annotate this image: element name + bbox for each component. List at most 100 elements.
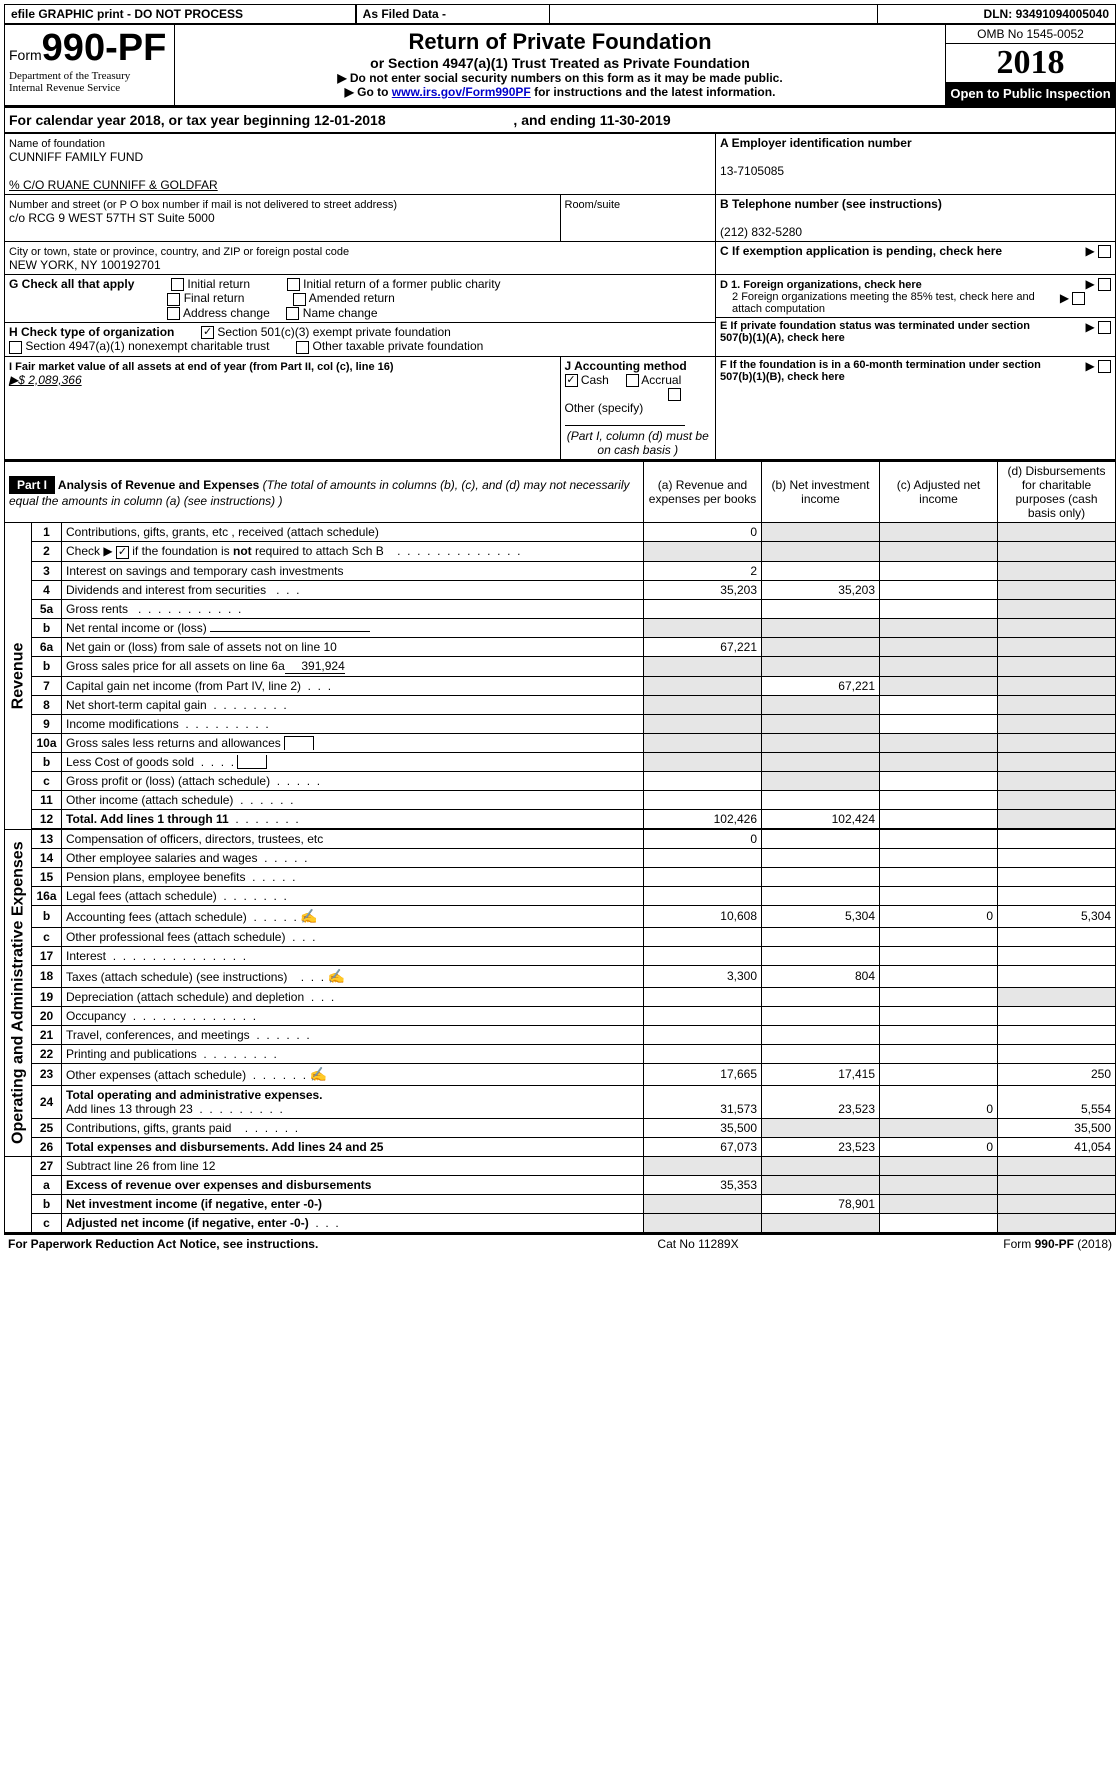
page-footer: For Paperwork Reduction Act Notice, see … bbox=[4, 1233, 1116, 1253]
col-d-header: (d) Disbursements for charitable purpose… bbox=[998, 461, 1116, 523]
row26-c: 0 bbox=[880, 1137, 998, 1156]
row20-desc: Occupancy . . . . . . . . . . . . . bbox=[62, 1006, 644, 1025]
row11-num: 11 bbox=[32, 790, 62, 809]
row12-b: 102,424 bbox=[762, 809, 880, 828]
amended-checkbox[interactable] bbox=[293, 293, 306, 306]
dln-value: 93491094005040 bbox=[1016, 7, 1109, 21]
cash-checkbox[interactable]: ✓ bbox=[565, 374, 578, 387]
row12-a: 102,426 bbox=[644, 809, 762, 828]
form-label: Form bbox=[9, 47, 42, 63]
cal-text2: , and ending bbox=[513, 112, 599, 128]
opt-501c3: Section 501(c)(3) exempt private foundat… bbox=[217, 325, 450, 339]
attach-icon[interactable]: ✍ bbox=[309, 1066, 326, 1082]
row10c-num: c bbox=[32, 771, 62, 790]
top-bar: efile GRAPHIC print - DO NOT PROCESS As … bbox=[4, 4, 1116, 24]
row12-desc: Total. Add lines 1 through 11 . . . . . … bbox=[62, 809, 644, 828]
row16b-c: 0 bbox=[880, 905, 998, 927]
row9-num: 9 bbox=[32, 714, 62, 733]
calendar-year-line: For calendar year 2018, or tax year begi… bbox=[4, 106, 1116, 133]
attach-icon[interactable]: ✍ bbox=[327, 968, 344, 984]
irs-link[interactable]: www.irs.gov/Form990PF bbox=[392, 85, 531, 99]
box-d1-checkbox[interactable] bbox=[1098, 278, 1111, 291]
irs-label: Internal Revenue Service bbox=[9, 82, 120, 94]
name-change-checkbox[interactable] bbox=[286, 307, 299, 320]
room-label: Room/suite bbox=[565, 199, 621, 211]
row24-num: 24 bbox=[32, 1085, 62, 1118]
row19-num: 19 bbox=[32, 987, 62, 1006]
box-c-checkbox[interactable] bbox=[1098, 245, 1111, 258]
form-header: Form990-PF Department of the Treasury In… bbox=[4, 24, 1116, 106]
phone-value: (212) 832-5280 bbox=[720, 225, 802, 239]
opt-accrual: Accrual bbox=[641, 373, 681, 387]
city-value: NEW YORK, NY 100192701 bbox=[9, 258, 161, 272]
row26-num: 26 bbox=[32, 1137, 62, 1156]
revenue-section-label: Revenue bbox=[5, 523, 32, 829]
ein-label: A Employer identification number bbox=[720, 136, 912, 150]
4947-checkbox[interactable] bbox=[9, 341, 22, 354]
row18-desc: Taxes (attach schedule) (see instruction… bbox=[62, 965, 644, 987]
goto-pre: ▶ Go to bbox=[345, 85, 392, 99]
goto-line: ▶ Go to www.irs.gov/Form990PF for instru… bbox=[179, 85, 941, 99]
row2-num: 2 bbox=[32, 542, 62, 561]
expenses-section-label: Operating and Administrative Expenses bbox=[5, 829, 32, 1156]
row19-desc: Depreciation (attach schedule) and deple… bbox=[62, 987, 644, 1006]
row3-desc: Interest on savings and temporary cash i… bbox=[62, 561, 644, 580]
row10a-num: 10a bbox=[32, 733, 62, 752]
opt-cash: Cash bbox=[581, 373, 609, 387]
part1-title: Analysis of Revenue and Expenses bbox=[58, 478, 259, 492]
row24-desc: Total operating and administrative expen… bbox=[62, 1085, 644, 1118]
box-d2-checkbox[interactable] bbox=[1072, 292, 1085, 305]
other-taxable-checkbox[interactable] bbox=[296, 341, 309, 354]
row18-b: 804 bbox=[762, 965, 880, 987]
row1-num: 1 bbox=[32, 523, 62, 542]
attach-icon[interactable]: ✍ bbox=[300, 908, 317, 924]
box-e-checkbox[interactable] bbox=[1098, 321, 1111, 334]
row27-desc: Subtract line 26 from line 12 bbox=[62, 1156, 644, 1175]
box-i-label: I Fair market value of all assets at end… bbox=[9, 361, 394, 373]
address-change-checkbox[interactable] bbox=[167, 307, 180, 320]
omb-number: OMB No 1545-0052 bbox=[946, 25, 1115, 44]
name-label: Name of foundation bbox=[9, 138, 105, 150]
final-return-checkbox[interactable] bbox=[167, 293, 180, 306]
efile-notice: efile GRAPHIC print - DO NOT PROCESS bbox=[4, 4, 356, 24]
row6a-num: 6a bbox=[32, 637, 62, 656]
row21-desc: Travel, conferences, and meetings . . . … bbox=[62, 1025, 644, 1044]
fmv-value: ▶$ 2,089,366 bbox=[9, 373, 82, 387]
row4-a: 35,203 bbox=[644, 580, 762, 599]
accrual-checkbox[interactable] bbox=[626, 374, 639, 387]
row23-desc: Other expenses (attach schedule) . . . .… bbox=[62, 1063, 644, 1085]
row4-num: 4 bbox=[32, 580, 62, 599]
row27b-b: 78,901 bbox=[762, 1194, 880, 1213]
row16a-num: 16a bbox=[32, 886, 62, 905]
opt-4947: Section 4947(a)(1) nonexempt charitable … bbox=[25, 339, 269, 353]
dept-treasury: Department of the Treasury bbox=[9, 70, 130, 82]
cat-number: Cat No 11289X bbox=[560, 1237, 836, 1251]
opt-other-method: Other (specify) bbox=[565, 401, 644, 415]
row17-desc: Interest . . . . . . . . . . . . . . bbox=[62, 946, 644, 965]
box-f-checkbox[interactable] bbox=[1098, 360, 1111, 373]
row25-d: 35,500 bbox=[998, 1118, 1116, 1137]
row9-desc: Income modifications . . . . . . . . . bbox=[62, 714, 644, 733]
info-table: Name of foundation CUNNIFF FAMILY FUND %… bbox=[4, 133, 1116, 460]
row7-b: 67,221 bbox=[762, 676, 880, 695]
box-d1: D 1. Foreign organizations, check here bbox=[720, 279, 922, 291]
asfiled-label: As Filed Data - bbox=[356, 4, 550, 24]
initial-former-checkbox[interactable] bbox=[287, 278, 300, 291]
initial-return-checkbox[interactable] bbox=[171, 278, 184, 291]
501c3-checkbox[interactable]: ✓ bbox=[201, 326, 214, 339]
foundation-name: CUNNIFF FAMILY FUND bbox=[9, 150, 143, 164]
cal-text1: For calendar year 2018, or tax year begi… bbox=[9, 112, 314, 128]
row5b-num: b bbox=[32, 618, 62, 637]
header-center: Return of Private Foundation or Section … bbox=[175, 25, 945, 105]
part1-label: Part I bbox=[9, 476, 55, 494]
row24-d: 5,554 bbox=[998, 1085, 1116, 1118]
row5a-num: 5a bbox=[32, 599, 62, 618]
row25-desc: Contributions, gifts, grants paid . . . … bbox=[62, 1118, 644, 1137]
opt-final: Final return bbox=[184, 291, 245, 305]
row11-desc: Other income (attach schedule) . . . . .… bbox=[62, 790, 644, 809]
other-method-checkbox[interactable] bbox=[668, 388, 681, 401]
topbar-spacer bbox=[550, 4, 877, 24]
row16c-num: c bbox=[32, 927, 62, 946]
row7-num: 7 bbox=[32, 676, 62, 695]
row20-num: 20 bbox=[32, 1006, 62, 1025]
